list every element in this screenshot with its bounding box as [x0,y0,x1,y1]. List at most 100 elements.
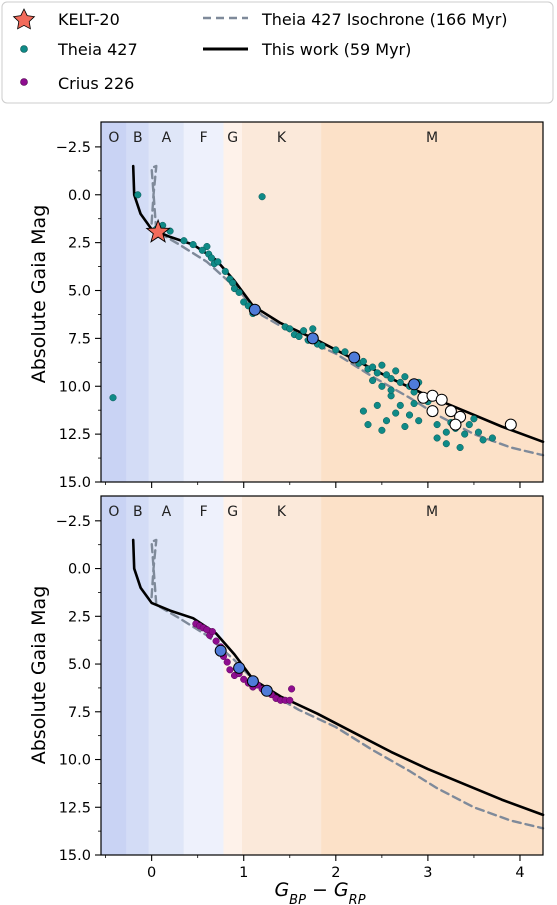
top-data-marks [109,164,545,457]
theia-427-point-62 [415,417,423,425]
ytick-label: 5.0 [68,284,91,300]
kelt20-star-marker [145,218,171,243]
top-ylabel: Absolute Gaia Mag [28,205,50,384]
theia-427-point-41 [382,371,391,379]
theia-427-point-39 [373,369,381,377]
theia-427-point-1 [134,191,142,199]
theia-427-point-76 [387,386,395,394]
theia-427-point-16 [230,285,239,293]
theia-427-point-67 [465,421,473,429]
xtick-label: 4 [515,865,524,881]
legend-theia-dot-icon [20,45,28,53]
xtick-label: 2 [331,865,340,881]
spectral-label-f: F [200,504,208,520]
spectral-label-o: O [108,130,119,146]
theia-427-point-9 [198,246,206,254]
theia-427-point-31 [318,342,326,350]
crius-226-point-9 [223,658,231,666]
theia-427-point-0 [109,394,117,402]
ytick-label: 12.5 [59,800,91,816]
theia-427-point-59 [364,421,372,429]
theia-427-point-51 [378,382,386,390]
theia-427-point-56 [382,417,391,425]
ytick-label: −2.5 [56,140,91,156]
crius-226-point-10 [226,666,234,674]
theia-427-point-69 [474,428,483,436]
theia-427-point-40 [378,361,386,369]
theia-427-point-68 [470,415,478,423]
theia-427-point-54 [405,411,414,419]
theia-427-point-70 [433,434,441,442]
spectral-label-k: K [277,504,287,520]
blue-highlight-point-0 [248,303,261,316]
theia-427-point-64 [442,428,450,436]
spectral-band-k [241,122,322,482]
theia-427-point-43 [392,367,400,375]
spectral-band-b [126,122,149,482]
theia-427-point-6 [189,241,197,249]
crius-226-point-22 [286,696,294,704]
legend-label-theia427: Theia 427 [57,40,138,59]
theia-427-point-73 [479,436,487,444]
theia-427-point-5 [180,237,188,245]
crius-226-point-13 [240,675,248,683]
legend-label-this-work: This work (59 Myr) [261,40,411,59]
theia-427-point-12 [214,258,222,266]
blue-highlight-point-2 [348,351,361,364]
ytick-label: −2.5 [56,514,91,530]
theia-427-point-53 [396,401,404,409]
legend-label-isochrone: Theia 427 Isochrone (166 Myr) [261,10,508,29]
blue-highlight-point-2 [246,675,259,688]
spectral-band-f [183,122,224,482]
theia-427-point-7 [203,242,211,251]
xtick-label: 0 [147,865,156,881]
white-highlight-point-7 [504,418,517,431]
theia-427-point-60 [378,426,386,434]
theia-427-point-18 [240,298,248,306]
white-highlight-point-3 [426,405,439,418]
ytick-label: 7.5 [68,705,91,721]
top-ticks: −2.5 0.0 2.5 5.0 7.5 10.0 12.5 15.0 [56,140,521,491]
theia-427-point-77 [410,399,418,408]
xtick-label: 1 [239,865,248,881]
blue-highlight-point-0 [214,644,227,657]
bottom-data-marks [131,538,545,830]
theia-427-point-57 [392,409,400,417]
ytick-label: 5.0 [68,657,91,673]
legend: KELT-20 Theia 427 Crius 226 Theia 427 Is… [1,1,554,104]
spectral-label-b: B [133,504,143,520]
theia-427-point-10 [207,254,216,262]
ytick-label: 0.0 [68,188,91,204]
theia-427-point-22 [258,193,266,201]
theia-427-point-61 [401,422,409,431]
spectral-label-g: G [227,130,238,146]
top-spectral-bands [101,122,543,482]
spectral-band-k [241,496,322,855]
bottom-ticks: −2.5 0.0 2.5 5.0 7.5 10.0 12.5 15.0 0 1 2 3 4 [56,514,525,881]
theia-427-point-63 [433,421,441,429]
spectral-label-m: M [426,504,438,520]
theia-427-point-27 [300,327,308,335]
bottom-spectral-bands [101,496,543,855]
spectral-band-o [101,122,127,482]
theia427-isochrone-line-top [150,164,545,457]
spectral-label-o: O [108,504,119,520]
theia-427-point-74 [488,434,496,442]
legend-kelt20-star-icon [12,8,36,30]
theia-427-point-33 [341,348,349,356]
theia-427-point-58 [359,407,367,415]
theia-427-point-66 [461,430,469,438]
spectral-label-a: A [162,130,172,146]
spectral-band-g [223,122,242,482]
ytick-label: 7.5 [68,331,91,347]
crius-226-point-6 [212,637,220,645]
spectral-band-b [126,496,149,855]
spectral-band-a [148,496,184,855]
ytick-label: 10.0 [59,753,91,769]
spectral-label-g: G [227,504,238,520]
theia-427-point-29 [309,325,317,333]
blue-highlight-point-3 [260,684,273,697]
